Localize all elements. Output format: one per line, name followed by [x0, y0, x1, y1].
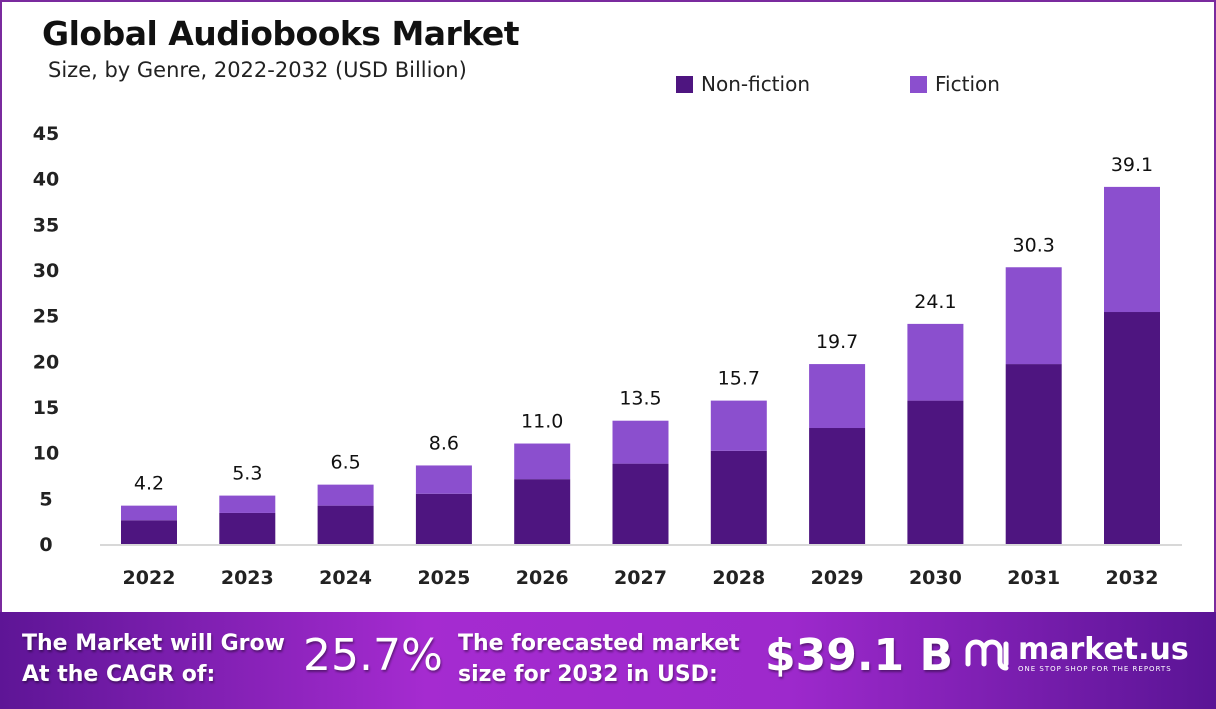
- cagr-label: The Market will Grow At the CAGR of:: [22, 628, 285, 690]
- x-tick-label: 2027: [614, 567, 667, 589]
- bar-non-fiction-2031: [1005, 364, 1062, 544]
- forecast-label-line: The forecasted market: [458, 631, 740, 656]
- market-us-logo: market.us ONE STOP SHOP FOR THE REPORTS: [962, 634, 1189, 674]
- bar-fiction-2030: [907, 323, 964, 401]
- data-label: 5.3: [232, 463, 262, 485]
- logo-tagline: ONE STOP SHOP FOR THE REPORTS: [1018, 665, 1172, 673]
- x-tick-label: 2025: [417, 567, 470, 589]
- legend-swatch: [910, 75, 927, 93]
- forecast-label: The forecasted market size for 2032 in U…: [458, 628, 740, 690]
- bar-fiction-2024: [317, 484, 374, 506]
- x-tick-label: 2022: [123, 567, 176, 589]
- y-tick-label: 15: [33, 397, 59, 419]
- forecast-value: $39.1 B: [765, 630, 954, 681]
- bar-fiction-2032: [1104, 186, 1160, 313]
- bar-non-fiction-2023: [219, 512, 276, 544]
- x-tick-label: 2026: [516, 567, 569, 589]
- data-label: 19.7: [816, 331, 858, 353]
- y-tick-label: 40: [33, 169, 59, 191]
- bar-non-fiction-2026: [514, 479, 571, 544]
- bar-non-fiction-2025: [415, 493, 472, 544]
- legend-label: Fiction: [935, 72, 1000, 96]
- bar-fiction-2022: [121, 505, 177, 521]
- summary-banner: The Market will Grow At the CAGR of: 25.…: [0, 612, 1216, 709]
- bar-fiction-2027: [612, 420, 669, 464]
- y-tick-label: 45: [33, 123, 59, 145]
- x-tick-label: 2028: [712, 567, 765, 589]
- bar-fiction-2031: [1005, 267, 1062, 365]
- bar-fiction-2025: [415, 465, 472, 494]
- bar-fiction-2023: [219, 495, 276, 513]
- cagr-value: 25.7%: [303, 630, 443, 681]
- chart-subtitle: Size, by Genre, 2022-2032 (USD Billion): [48, 58, 467, 82]
- x-tick-label: 2029: [811, 567, 864, 589]
- y-tick-label: 0: [39, 534, 52, 556]
- legend-item-fiction: Fiction: [910, 72, 1000, 96]
- y-tick-label: 25: [33, 306, 59, 328]
- x-tick-label: 2030: [909, 567, 962, 589]
- cagr-label-line: At the CAGR of:: [22, 662, 216, 687]
- bar-fiction-2028: [710, 400, 767, 451]
- data-label: 24.1: [914, 291, 956, 313]
- x-tick-label: 2024: [319, 567, 372, 589]
- y-tick-label: 20: [33, 351, 59, 373]
- bar-fiction-2026: [514, 443, 571, 480]
- cagr-label-line: The Market will Grow: [22, 631, 285, 656]
- data-label: 11.0: [521, 411, 563, 433]
- bar-chart: 0510152025303540454.220225.320236.520248…: [33, 123, 1182, 589]
- data-label: 8.6: [429, 432, 459, 454]
- bar-fiction-2029: [809, 364, 866, 429]
- logo-name: market.us: [1018, 632, 1189, 667]
- bar-non-fiction-2030: [907, 400, 964, 544]
- legend-swatch: [676, 75, 693, 93]
- legend-label: Non-fiction: [701, 72, 810, 96]
- data-label: 15.7: [718, 368, 760, 390]
- bar-non-fiction-2032: [1104, 312, 1160, 544]
- x-tick-label: 2023: [221, 567, 274, 589]
- data-label: 39.1: [1111, 154, 1153, 176]
- x-tick-label: 2031: [1007, 567, 1060, 589]
- data-label: 6.5: [330, 452, 360, 474]
- data-label: 4.2: [134, 473, 164, 495]
- bar-non-fiction-2027: [612, 463, 669, 544]
- bar-non-fiction-2024: [317, 505, 374, 544]
- y-tick-label: 10: [33, 443, 59, 465]
- chart-title: Global Audiobooks Market: [42, 14, 520, 53]
- logo-icon: [965, 639, 1009, 671]
- bar-non-fiction-2028: [710, 450, 767, 544]
- bar-non-fiction-2022: [121, 520, 177, 544]
- forecast-label-line: size for 2032 in USD:: [458, 662, 718, 687]
- bar-non-fiction-2029: [809, 428, 866, 544]
- y-tick-label: 30: [33, 260, 59, 282]
- y-tick-label: 5: [39, 488, 52, 510]
- data-label: 30.3: [1013, 234, 1055, 256]
- x-tick-label: 2032: [1106, 567, 1159, 589]
- y-tick-label: 35: [33, 214, 59, 236]
- legend-item-non-fiction: Non-fiction: [676, 72, 810, 96]
- data-label: 13.5: [619, 388, 661, 410]
